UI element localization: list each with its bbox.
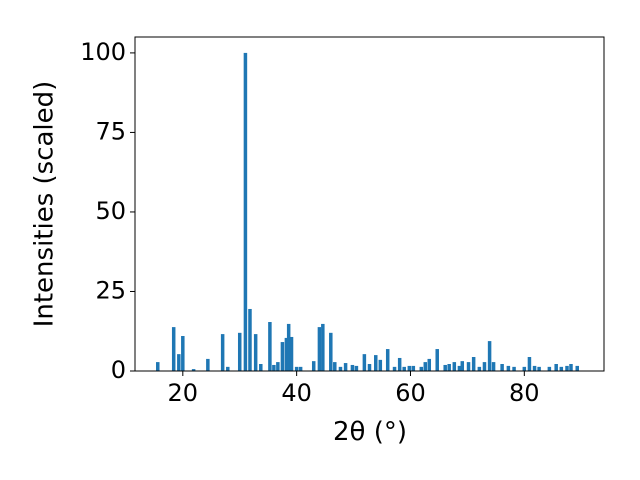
bar xyxy=(253,334,258,371)
bar xyxy=(435,349,439,371)
bar xyxy=(378,359,383,371)
bar xyxy=(343,363,348,371)
bar xyxy=(452,362,457,371)
bar xyxy=(226,366,230,371)
bar xyxy=(460,361,465,371)
bar xyxy=(487,341,492,371)
bar xyxy=(477,366,482,371)
bar xyxy=(206,358,210,371)
bar xyxy=(397,357,402,371)
bar xyxy=(385,349,390,371)
bar xyxy=(338,366,343,371)
bar xyxy=(333,362,337,371)
bar xyxy=(522,366,527,371)
bar xyxy=(532,365,537,371)
bar xyxy=(512,366,516,371)
bar xyxy=(289,336,294,371)
bar xyxy=(466,362,471,371)
bar xyxy=(402,366,406,371)
bar xyxy=(559,366,564,371)
bar xyxy=(311,361,316,371)
bar xyxy=(443,364,447,371)
bar xyxy=(447,364,451,371)
bar xyxy=(374,355,378,371)
bar xyxy=(491,362,496,371)
bar xyxy=(407,365,412,371)
bar xyxy=(171,327,176,371)
bar xyxy=(419,366,424,371)
y-axis-label: Intensities (scaled) xyxy=(30,81,60,328)
bar xyxy=(181,336,185,371)
bar xyxy=(362,354,367,371)
bar xyxy=(527,357,532,371)
bar xyxy=(547,366,552,371)
bar xyxy=(321,323,325,371)
y-tick-label: 100 xyxy=(80,38,126,66)
bar xyxy=(272,364,276,371)
bar xyxy=(427,358,432,371)
bar xyxy=(284,337,289,371)
x-axis-label: 2θ (°) xyxy=(333,417,407,447)
bar xyxy=(565,365,569,371)
bar xyxy=(392,366,397,371)
bar xyxy=(294,366,299,371)
bar xyxy=(537,366,541,371)
x-tick-label: 40 xyxy=(281,379,312,407)
bar xyxy=(248,308,252,371)
bar xyxy=(575,365,579,371)
bar xyxy=(276,362,280,371)
bar xyxy=(506,365,511,371)
bar xyxy=(177,354,181,371)
plot-frame xyxy=(134,36,605,372)
bar xyxy=(354,365,359,371)
bar xyxy=(423,362,428,371)
bar xyxy=(298,366,303,371)
bar xyxy=(156,362,160,371)
bar xyxy=(220,334,225,371)
x-tick-label: 60 xyxy=(395,379,426,407)
y-tick-label: 75 xyxy=(95,117,126,145)
y-tick-label: 50 xyxy=(95,197,126,225)
x-tick-label: 20 xyxy=(168,379,199,407)
x-tick-label: 80 xyxy=(509,379,540,407)
bar xyxy=(268,322,272,371)
bar xyxy=(237,332,242,371)
bar xyxy=(471,357,476,371)
bar xyxy=(329,332,333,371)
bar xyxy=(191,369,196,371)
bar xyxy=(286,323,291,371)
bar xyxy=(482,362,487,371)
bar xyxy=(317,327,322,371)
bar xyxy=(367,364,372,371)
y-tick-label: 25 xyxy=(95,276,126,304)
bar xyxy=(457,365,462,371)
bar xyxy=(554,364,558,371)
bar xyxy=(280,342,285,371)
bar xyxy=(569,364,573,371)
bar xyxy=(259,364,263,371)
bar xyxy=(243,52,248,372)
bar xyxy=(411,365,416,371)
y-tick-label: 0 xyxy=(111,356,126,384)
bar xyxy=(350,364,355,371)
bar xyxy=(500,364,504,371)
